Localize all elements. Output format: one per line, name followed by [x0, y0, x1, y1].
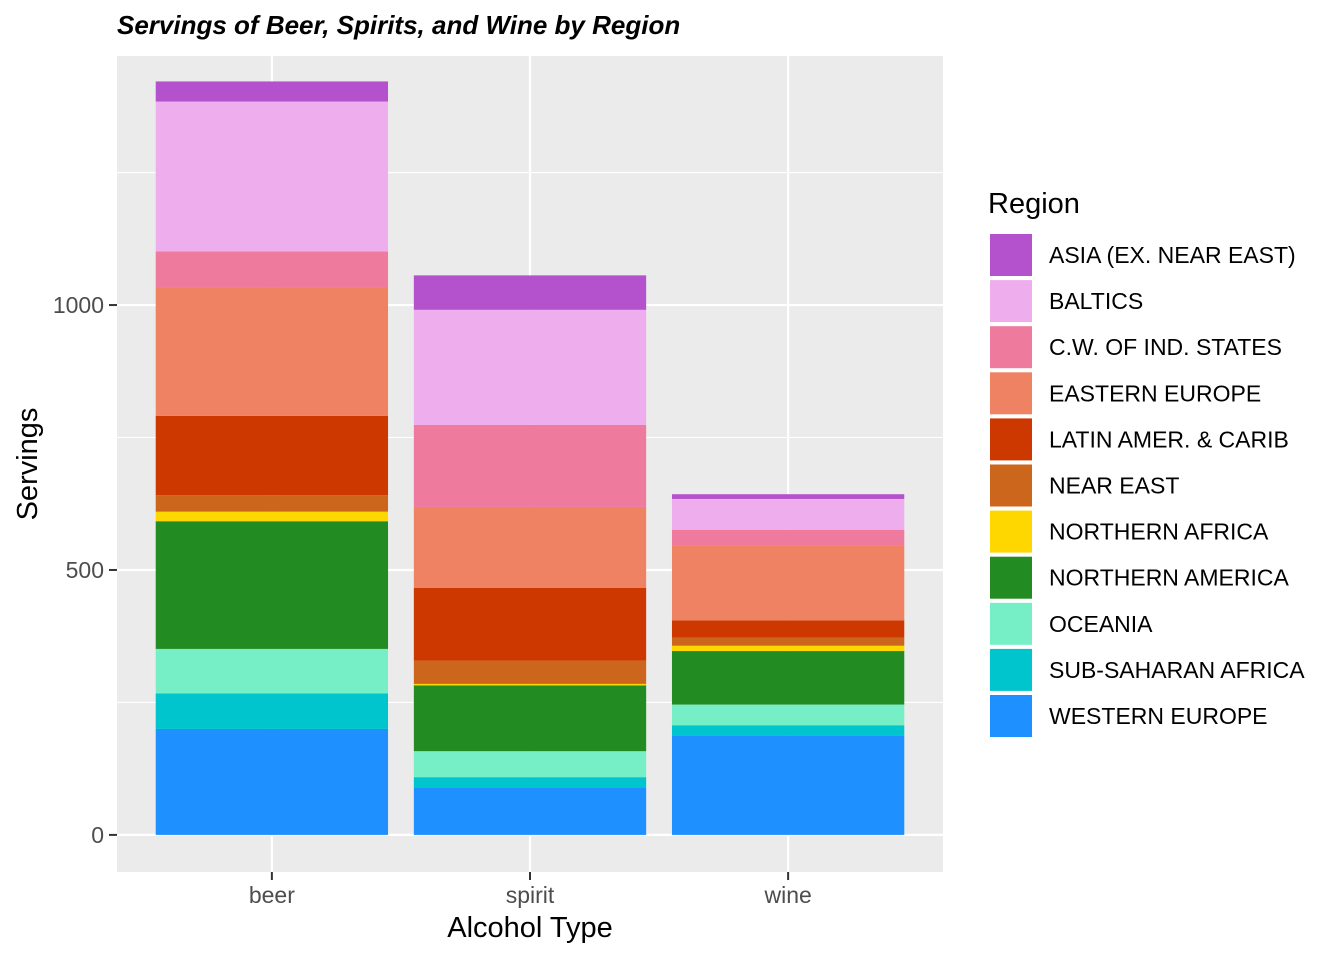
bar-segment: [155, 495, 389, 512]
bar-segment: [413, 275, 647, 310]
bar-segment: [671, 651, 905, 705]
legend-key: [990, 234, 1032, 276]
chart-title: Servings of Beer, Spirits, and Wine by R…: [117, 10, 680, 40]
legend-label: OCEANIA: [1049, 611, 1153, 637]
y-axis: 0 500 1000: [53, 292, 117, 848]
bar-segment: [155, 728, 389, 835]
bar-segment: [413, 660, 647, 684]
bar-segment: [671, 545, 905, 621]
legend-label: NORTHERN AMERICA: [1049, 565, 1289, 591]
bar-segment: [671, 645, 905, 652]
bar-segment: [413, 424, 647, 507]
bar-segment: [413, 683, 647, 686]
bar-segment: [155, 415, 389, 496]
x-tick-label: spirit: [506, 882, 555, 908]
bar-segment: [155, 81, 389, 102]
bar-segment: [671, 725, 905, 736]
bar-stacks: [155, 81, 905, 835]
bar-segment: [671, 620, 905, 638]
bar-segment: [413, 587, 647, 661]
bar-segment: [671, 637, 905, 646]
legend-label: EASTERN EUROPE: [1049, 380, 1261, 406]
legend-key: [990, 648, 1032, 691]
bar-segment: [413, 777, 647, 788]
bar-segment: [413, 506, 647, 588]
y-tick-label: 1000: [53, 292, 104, 318]
bar-segment: [155, 251, 389, 288]
bar-segment: [671, 529, 905, 546]
legend-key: [990, 510, 1032, 553]
legend-title: Region: [988, 188, 1080, 220]
bar-segment: [155, 693, 389, 729]
bar-segment: [413, 751, 647, 778]
bar-segment: [413, 309, 647, 425]
legend-key: [990, 695, 1032, 737]
y-tick-label: 0: [91, 822, 104, 848]
legend-key: [990, 602, 1032, 645]
bar-segment: [155, 648, 389, 694]
legend: Region ASIA (EX. NEAR EAST) BALTICS C.W. O…: [988, 188, 1305, 737]
bar-segment: [671, 704, 905, 726]
legend-key: [990, 280, 1032, 323]
legend-label: C.W. OF IND. STATES: [1049, 334, 1282, 360]
bar-segment: [413, 787, 647, 835]
legend-key: [990, 418, 1032, 461]
bar-segment: [155, 101, 389, 252]
bar-segment: [413, 685, 647, 752]
bar-segment: [671, 494, 905, 499]
x-axis: beer spirit wine: [249, 872, 812, 908]
legend-label: NORTHERN AFRICA: [1049, 519, 1269, 545]
y-axis-title: Servings: [12, 408, 44, 521]
legend-label: NEAR EAST: [1049, 473, 1179, 499]
bar-segment: [671, 498, 905, 530]
legend-label: BALTICS: [1049, 288, 1143, 314]
legend-label: LATIN AMER. & CARIB: [1049, 426, 1289, 452]
legend-key: [990, 326, 1032, 369]
legend-label: ASIA (EX. NEAR EAST): [1049, 242, 1296, 268]
bar-segment: [155, 287, 389, 416]
x-tick-label: wine: [763, 882, 811, 908]
x-tick-label: beer: [249, 882, 295, 908]
legend-label: WESTERN EUROPE: [1049, 703, 1268, 729]
legend-key: [990, 372, 1032, 415]
bar-segment: [671, 735, 905, 835]
y-tick-label: 500: [66, 557, 104, 583]
x-axis-title: Alcohol Type: [447, 912, 613, 944]
legend-label: SUB-SAHARAN AFRICA: [1049, 657, 1305, 683]
legend-key: [990, 464, 1032, 507]
bar-segment: [155, 521, 389, 649]
bar-segment: [155, 511, 389, 522]
legend-key: [990, 556, 1032, 599]
